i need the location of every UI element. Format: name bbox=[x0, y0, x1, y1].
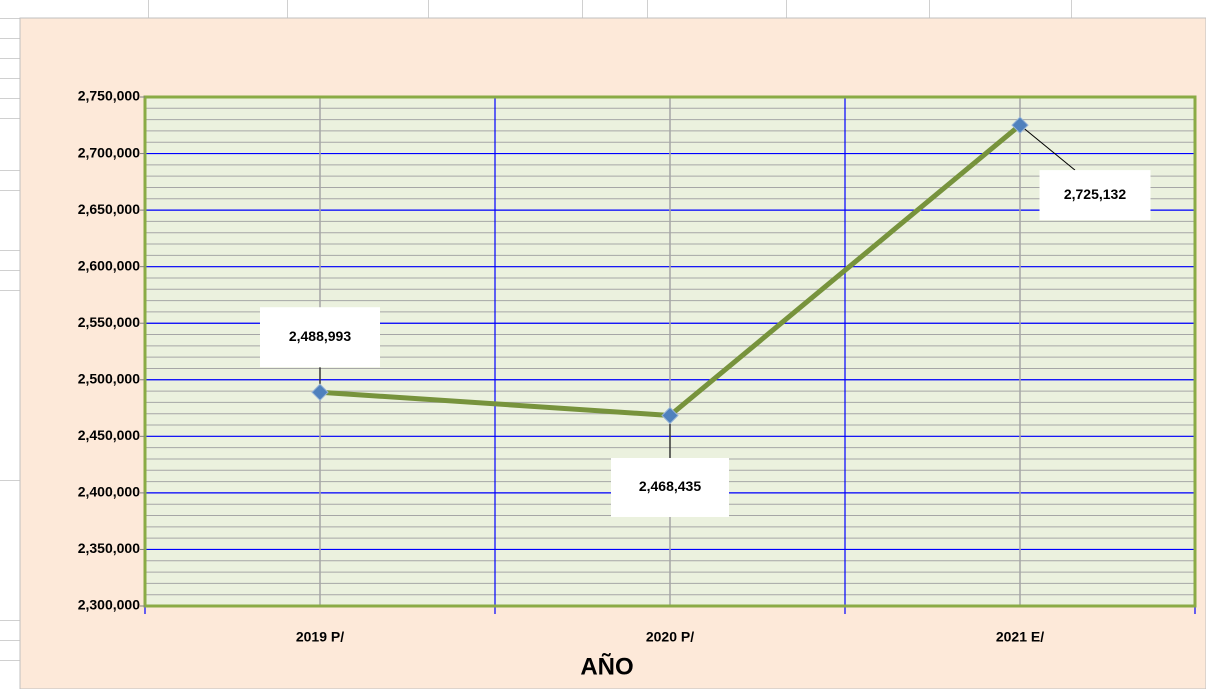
data-label: 2,468,435 bbox=[639, 478, 701, 494]
x-tick-label: 2019 P/ bbox=[296, 629, 344, 645]
marker bbox=[661, 406, 679, 425]
y-tick-label: 2,750,000 bbox=[78, 88, 140, 104]
data-label: 2,725,132 bbox=[1064, 186, 1126, 202]
leader-line bbox=[1019, 124, 1076, 171]
label-box bbox=[260, 307, 380, 368]
data-label: 2,488,993 bbox=[289, 328, 351, 344]
y-tick-label: 2,300,000 bbox=[78, 597, 140, 613]
label-box bbox=[1039, 170, 1151, 221]
marker bbox=[1011, 116, 1029, 134]
grid bbox=[144, 96, 1196, 614]
y-tick-label: 2,450,000 bbox=[78, 427, 140, 443]
x-axis-title: AÑO bbox=[580, 652, 633, 680]
x-tick-label: 2020 P/ bbox=[646, 629, 694, 645]
marker bbox=[311, 383, 329, 401]
y-tick-label: 2,650,000 bbox=[78, 201, 140, 217]
y-tick-label: 2,400,000 bbox=[78, 484, 140, 500]
y-tick-label: 2,700,000 bbox=[78, 144, 140, 160]
y-tick-label: 2,350,000 bbox=[78, 540, 140, 556]
y-tick-label: 2,550,000 bbox=[78, 314, 140, 330]
y-tick-label: 2,500,000 bbox=[78, 370, 140, 386]
marks: 2,488,993 2,468,435 2,725,132 bbox=[260, 116, 1151, 517]
y-tick-label: 2,600,000 bbox=[78, 257, 140, 273]
plot-border bbox=[143, 95, 1197, 608]
label-box bbox=[611, 457, 729, 517]
x-tick-label: 2021 E/ bbox=[996, 629, 1044, 645]
